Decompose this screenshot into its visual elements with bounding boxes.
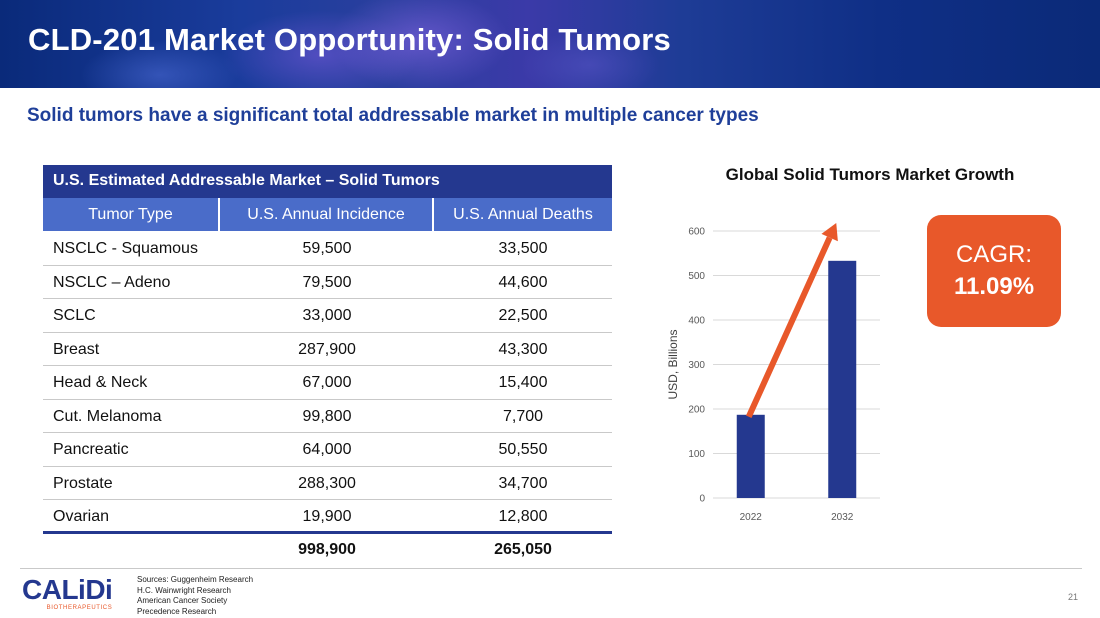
y-tick-label: 100	[688, 449, 705, 460]
table-row: Breast 287,900 43,300	[43, 333, 612, 366]
cell-deaths: 33,500	[498, 240, 548, 257]
banner-decoration	[520, 30, 660, 88]
table-total-row: 998,900 265,050	[43, 536, 612, 564]
y-tick-label: 400	[688, 316, 705, 327]
y-tick-label: 500	[688, 271, 705, 282]
table-row: NSCLC - Squamous 59,500 33,500	[43, 232, 612, 266]
cell-tumor-type: SCLC	[53, 307, 96, 324]
cagr-label: CAGR:	[955, 241, 1032, 268]
table-row: SCLC 33,000 22,500	[43, 299, 612, 333]
cell-incidence: 99,800	[302, 407, 352, 425]
table-row: Head & Neck 67,000 15,400	[43, 366, 612, 400]
banner-decoration	[330, 0, 510, 88]
page-number: 21	[1068, 592, 1079, 602]
sources-list: Sources: Guggenheim Research H.C. Wainwr…	[137, 575, 253, 617]
table-row: Cut. Melanoma 99,800 7,700	[43, 400, 612, 433]
logo-tagline: BIOTHERAPEUTICS	[46, 605, 113, 611]
total-deaths: 265,050	[494, 541, 552, 558]
cell-incidence: 287,900	[298, 340, 356, 358]
bar	[736, 414, 765, 498]
y-tick-label: 300	[688, 360, 705, 371]
growth-arrow-shaft	[746, 236, 833, 419]
cell-incidence: 67,000	[302, 374, 352, 391]
growth-arrow-head	[821, 223, 838, 242]
table-body: NSCLC - Squamous 59,500 33,500 NSCLC – A…	[43, 232, 612, 534]
total-label	[43, 536, 220, 564]
cell-tumor-type: Ovarian	[53, 508, 110, 525]
source-line: H.C. Wainwright Research	[137, 585, 231, 595]
cell-deaths: 44,600	[498, 273, 548, 291]
cell-deaths: 43,300	[498, 340, 548, 358]
slide-subtitle: Solid tumors have a significant total ad…	[27, 105, 759, 126]
cell-tumor-type: Breast	[53, 340, 100, 358]
table-row: Ovarian 19,900 12,800	[43, 500, 612, 534]
table-row: NSCLC – Adeno 79,500 44,600	[43, 266, 612, 299]
cagr-value: 11.09%	[953, 273, 1035, 300]
table-row: Prostate 288,300 34,700	[43, 467, 612, 500]
cell-incidence: 33,000	[302, 307, 352, 324]
cell-deaths: 12,800	[498, 508, 548, 525]
source-line: Sources: Guggenheim Research	[137, 575, 254, 584]
source-line: American Cancer Society	[137, 596, 228, 605]
source-line: Precedence Research	[137, 606, 217, 616]
cell-tumor-type: Head & Neck	[53, 374, 148, 391]
total-incidence: 998,900	[298, 541, 356, 558]
banner-decoration	[80, 40, 240, 88]
table-header-row: Tumor Type U.S. Annual Incidence U.S. An…	[43, 198, 612, 231]
market-growth-chart: 0 100 200 300 400 500 600 USD, Billions 2022 2032	[666, 223, 880, 523]
chart-title: Global Solid Tumors Market Growth	[725, 165, 1015, 184]
table-row: Pancreatic 64,000 50,550	[43, 433, 612, 467]
cell-incidence: 64,000	[302, 441, 352, 458]
table-header-incidence: U.S. Annual Incidence	[220, 198, 434, 231]
x-tick-label: 2022	[740, 512, 763, 523]
cell-deaths: 15,400	[498, 374, 548, 391]
cagr-callout: CAGR: 11.09%	[927, 215, 1061, 327]
cell-deaths: 50,550	[498, 441, 548, 458]
cell-tumor-type: NSCLC – Adeno	[53, 273, 171, 291]
footer-divider	[20, 568, 1082, 569]
cell-deaths: 34,700	[498, 474, 548, 492]
y-tick-label: 200	[688, 405, 705, 416]
logo-wordmark: CALiDi	[22, 574, 113, 605]
cell-tumor-type: Prostate	[53, 474, 113, 492]
company-logo: CALiDi BIOTHERAPEUTICS	[22, 574, 113, 612]
cell-deaths: 22,500	[498, 307, 548, 324]
table-caption: U.S. Estimated Addressable Market – Soli…	[43, 165, 612, 198]
table-header-deaths: U.S. Annual Deaths	[434, 198, 612, 231]
x-tick-label: 2032	[831, 512, 854, 523]
cell-deaths: 7,700	[502, 407, 544, 425]
cell-incidence: 59,500	[302, 240, 352, 257]
cell-incidence: 79,500	[302, 273, 352, 291]
y-tick-label: 0	[699, 494, 705, 505]
cell-tumor-type: NSCLC - Squamous	[53, 240, 198, 257]
cell-incidence: 288,300	[298, 474, 356, 492]
cell-tumor-type: Pancreatic	[53, 441, 129, 458]
cell-incidence: 19,900	[302, 508, 352, 525]
y-axis-label: USD, Billions	[666, 329, 680, 399]
bar	[828, 260, 857, 498]
table-header-tumor-type: Tumor Type	[43, 198, 220, 231]
header-banner: CLD-201 Market Opportunity: Solid Tumors	[0, 0, 1100, 88]
y-tick-label: 600	[688, 227, 705, 238]
cell-tumor-type: Cut. Melanoma	[53, 407, 162, 425]
slide-title: CLD-201 Market Opportunity: Solid Tumors	[28, 22, 671, 57]
